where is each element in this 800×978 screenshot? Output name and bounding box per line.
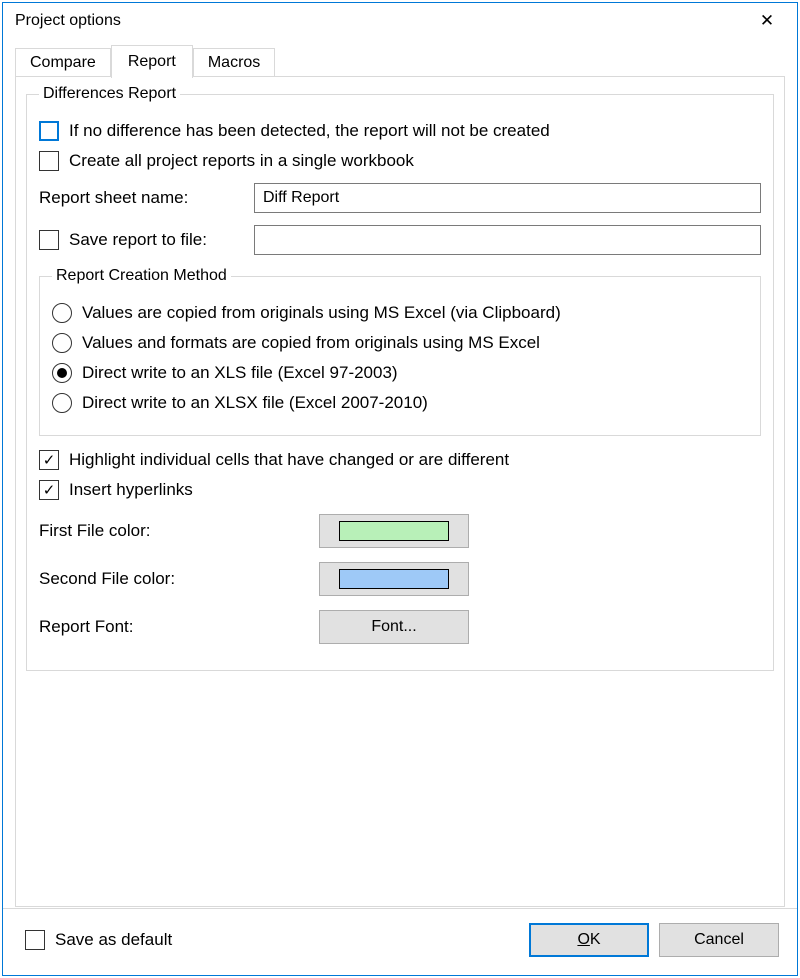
save-file-label: Save report to file:: [69, 230, 254, 250]
sheet-name-label: Report sheet name:: [39, 188, 254, 208]
radio-row-3: Direct write to an XLSX file (Excel 2007…: [52, 393, 748, 413]
second-color-button[interactable]: [319, 562, 469, 596]
second-color-row: Second File color:: [39, 562, 761, 596]
no-diff-label: If no difference has been detected, the …: [69, 121, 550, 141]
save-default-row: Save as default: [25, 930, 172, 950]
highlight-row: ✓ Highlight individual cells that have c…: [39, 450, 761, 470]
radio-clipboard[interactable]: [52, 303, 72, 323]
save-file-input[interactable]: [254, 225, 761, 255]
tab-compare[interactable]: Compare: [15, 48, 111, 77]
highlight-checkbox[interactable]: ✓: [39, 450, 59, 470]
differences-report-group: Differences Report If no difference has …: [26, 85, 774, 671]
tab-macros[interactable]: Macros: [193, 48, 275, 77]
font-label: Report Font:: [39, 617, 319, 637]
radio-values-formats-label: Values and formats are copied from origi…: [82, 333, 540, 353]
first-color-label: First File color:: [39, 521, 319, 541]
project-options-dialog: Project options ✕ Compare Report Macros …: [2, 2, 798, 976]
radio-row-0: Values are copied from originals using M…: [52, 303, 748, 323]
ok-button[interactable]: OK: [529, 923, 649, 957]
second-color-label: Second File color:: [39, 569, 319, 589]
save-default-checkbox[interactable]: [25, 930, 45, 950]
radio-row-2: Direct write to an XLS file (Excel 97-20…: [52, 363, 748, 383]
font-button[interactable]: Font...: [319, 610, 469, 644]
radio-xls[interactable]: [52, 363, 72, 383]
hyperlinks-checkbox[interactable]: ✓: [39, 480, 59, 500]
no-diff-checkbox[interactable]: [39, 121, 59, 141]
save-file-checkbox[interactable]: [39, 230, 59, 250]
differences-report-legend: Differences Report: [39, 85, 180, 103]
radio-xls-label: Direct write to an XLS file (Excel 97-20…: [82, 363, 398, 383]
highlight-label: Highlight individual cells that have cha…: [69, 450, 509, 470]
hyperlinks-row: ✓ Insert hyperlinks: [39, 480, 761, 500]
cancel-button[interactable]: Cancel: [659, 923, 779, 957]
no-diff-row: If no difference has been detected, the …: [39, 121, 761, 141]
bottom-bar: Save as default OK Cancel: [3, 908, 797, 975]
sheet-name-input[interactable]: [254, 183, 761, 213]
tab-report[interactable]: Report: [111, 45, 193, 78]
tab-panel-report: Differences Report If no difference has …: [15, 76, 785, 907]
titlebar: Project options ✕: [3, 3, 797, 39]
creation-method-legend: Report Creation Method: [52, 267, 231, 285]
creation-method-group: Report Creation Method Values are copied…: [39, 267, 761, 436]
radio-xlsx-label: Direct write to an XLSX file (Excel 2007…: [82, 393, 428, 413]
close-icon[interactable]: ✕: [747, 11, 787, 31]
single-workbook-row: Create all project reports in a single w…: [39, 151, 761, 171]
single-workbook-checkbox[interactable]: [39, 151, 59, 171]
second-color-swatch: [339, 569, 449, 589]
first-color-swatch: [339, 521, 449, 541]
radio-values-formats[interactable]: [52, 333, 72, 353]
hyperlinks-label: Insert hyperlinks: [69, 480, 193, 500]
radio-xlsx[interactable]: [52, 393, 72, 413]
first-color-button[interactable]: [319, 514, 469, 548]
first-color-row: First File color:: [39, 514, 761, 548]
radio-row-1: Values and formats are copied from origi…: [52, 333, 748, 353]
save-file-row: Save report to file:: [39, 225, 761, 255]
single-workbook-label: Create all project reports in a single w…: [69, 151, 414, 171]
tabs: Compare Report Macros: [3, 39, 797, 77]
dialog-title: Project options: [15, 12, 747, 30]
save-default-label: Save as default: [55, 930, 172, 950]
sheet-name-row: Report sheet name:: [39, 183, 761, 213]
font-row: Report Font: Font...: [39, 610, 761, 644]
radio-clipboard-label: Values are copied from originals using M…: [82, 303, 561, 323]
